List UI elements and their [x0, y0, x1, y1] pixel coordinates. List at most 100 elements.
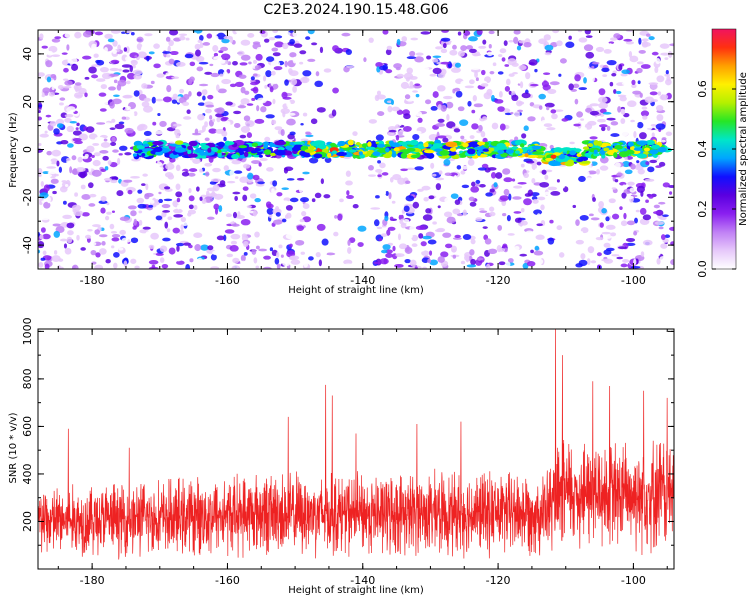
heatmap-cell [217, 88, 227, 94]
heatmap-cell [635, 209, 640, 213]
heatmap-cell [599, 108, 607, 114]
heatmap-cell [212, 250, 219, 256]
heatmap-cell [309, 145, 315, 151]
heatmap-cell [634, 217, 638, 224]
heatmap-cell [91, 74, 99, 79]
heatmap-cell [647, 166, 655, 173]
heatmap-cell [318, 259, 322, 267]
heatmap-cell [235, 114, 241, 122]
heatmap-cell [466, 264, 477, 268]
heatmap-cell [376, 123, 382, 128]
heatmap-cell [670, 259, 674, 266]
heatmap-cell [81, 194, 91, 200]
heatmap-cell [475, 183, 480, 187]
heatmap-cell [548, 174, 556, 178]
heatmap-cell [280, 254, 284, 258]
heatmap-cell [221, 116, 229, 121]
heatmap-cell [587, 246, 595, 254]
heatmap-cell [366, 126, 375, 133]
heatmap-cell [341, 32, 351, 37]
heatmap-cell [493, 73, 498, 78]
heatmap-cell [518, 40, 527, 44]
heatmap-cell [381, 249, 388, 254]
heatmap-cell [345, 180, 353, 186]
heatmap-cell [269, 247, 274, 252]
heatmap-cell [440, 37, 451, 42]
heatmap-cell [42, 250, 47, 256]
heatmap-cell [455, 100, 465, 107]
heatmap-cell [449, 147, 457, 152]
heatmap-cell [262, 266, 272, 269]
heatmap-cell [113, 252, 120, 258]
heatmap-cell [615, 41, 619, 49]
heatmap-cell [258, 248, 268, 252]
heatmap-cell [614, 112, 623, 119]
heatmap-cell [121, 116, 127, 120]
heatmap-cell [598, 178, 603, 182]
heatmap-cell [96, 122, 106, 125]
heatmap-cell [468, 196, 475, 202]
heatmap-cell [387, 208, 396, 213]
heatmap-cell [518, 64, 527, 71]
heatmap-cell [238, 74, 247, 79]
heatmap-cell [195, 49, 201, 57]
heatmap-cell [579, 215, 589, 221]
heatmap-cell [164, 221, 169, 229]
heatmap-cell [547, 237, 555, 245]
heatmap-cell [639, 132, 647, 140]
heatmap-cell [669, 234, 674, 238]
heatmap-cell [332, 87, 339, 94]
heatmap-cell [126, 80, 131, 85]
heatmap-cell [526, 261, 536, 267]
heatmap-cell [546, 106, 550, 111]
heatmap-cell [155, 215, 163, 221]
heatmap-cell [478, 124, 483, 132]
heatmap-cell [107, 38, 115, 43]
heatmap-cell [293, 141, 305, 145]
heatmap-cell [366, 150, 371, 156]
heatmap-cell [73, 83, 82, 91]
heatmap-cell [424, 92, 428, 99]
heatmap-cell [191, 32, 198, 36]
heatmap-cell [669, 43, 674, 47]
heatmap-cell [168, 39, 174, 47]
heatmap-cell [75, 167, 86, 173]
heatmap-cell [285, 204, 293, 211]
heatmap-cell [385, 147, 390, 153]
heatmap-cell [42, 87, 51, 94]
heatmap-cell [64, 117, 72, 123]
heatmap-cell [403, 72, 414, 80]
heatmap-cell [138, 210, 143, 214]
heatmap-cell [669, 191, 673, 195]
heatmap-cell [47, 171, 58, 175]
heatmap-cell [423, 149, 435, 154]
heatmap-cell [417, 117, 423, 123]
heatmap-cell [234, 170, 243, 174]
heatmap-cell [101, 72, 112, 80]
heatmap-cell [136, 36, 144, 43]
heatmap-cell [189, 76, 195, 82]
heatmap-cell [145, 183, 149, 191]
heatmap-cell [96, 206, 101, 211]
heatmap-cell [194, 43, 201, 50]
heatmap-cell [332, 45, 339, 52]
heatmap-cell [526, 154, 539, 159]
heatmap-cell [616, 256, 624, 260]
heatmap-cell [180, 224, 184, 231]
heatmap-cell [39, 133, 49, 138]
heatmap-cell [645, 199, 649, 203]
colorbar-tick-label: 0.6 [696, 80, 709, 98]
heatmap-cell [173, 214, 184, 218]
heatmap-cell [133, 90, 140, 97]
heatmap-cell [209, 63, 214, 67]
heatmap-cell [161, 43, 170, 50]
heatmap-cell [584, 152, 593, 157]
heatmap-cell [442, 232, 452, 238]
heatmap-cell [440, 251, 449, 258]
heatmap-cell [59, 102, 64, 106]
heatmap-cell [357, 225, 367, 232]
heatmap-cell [153, 130, 164, 135]
heatmap-cell [116, 190, 124, 197]
heatmap-cell [285, 145, 293, 150]
heatmap-cell [581, 188, 590, 193]
